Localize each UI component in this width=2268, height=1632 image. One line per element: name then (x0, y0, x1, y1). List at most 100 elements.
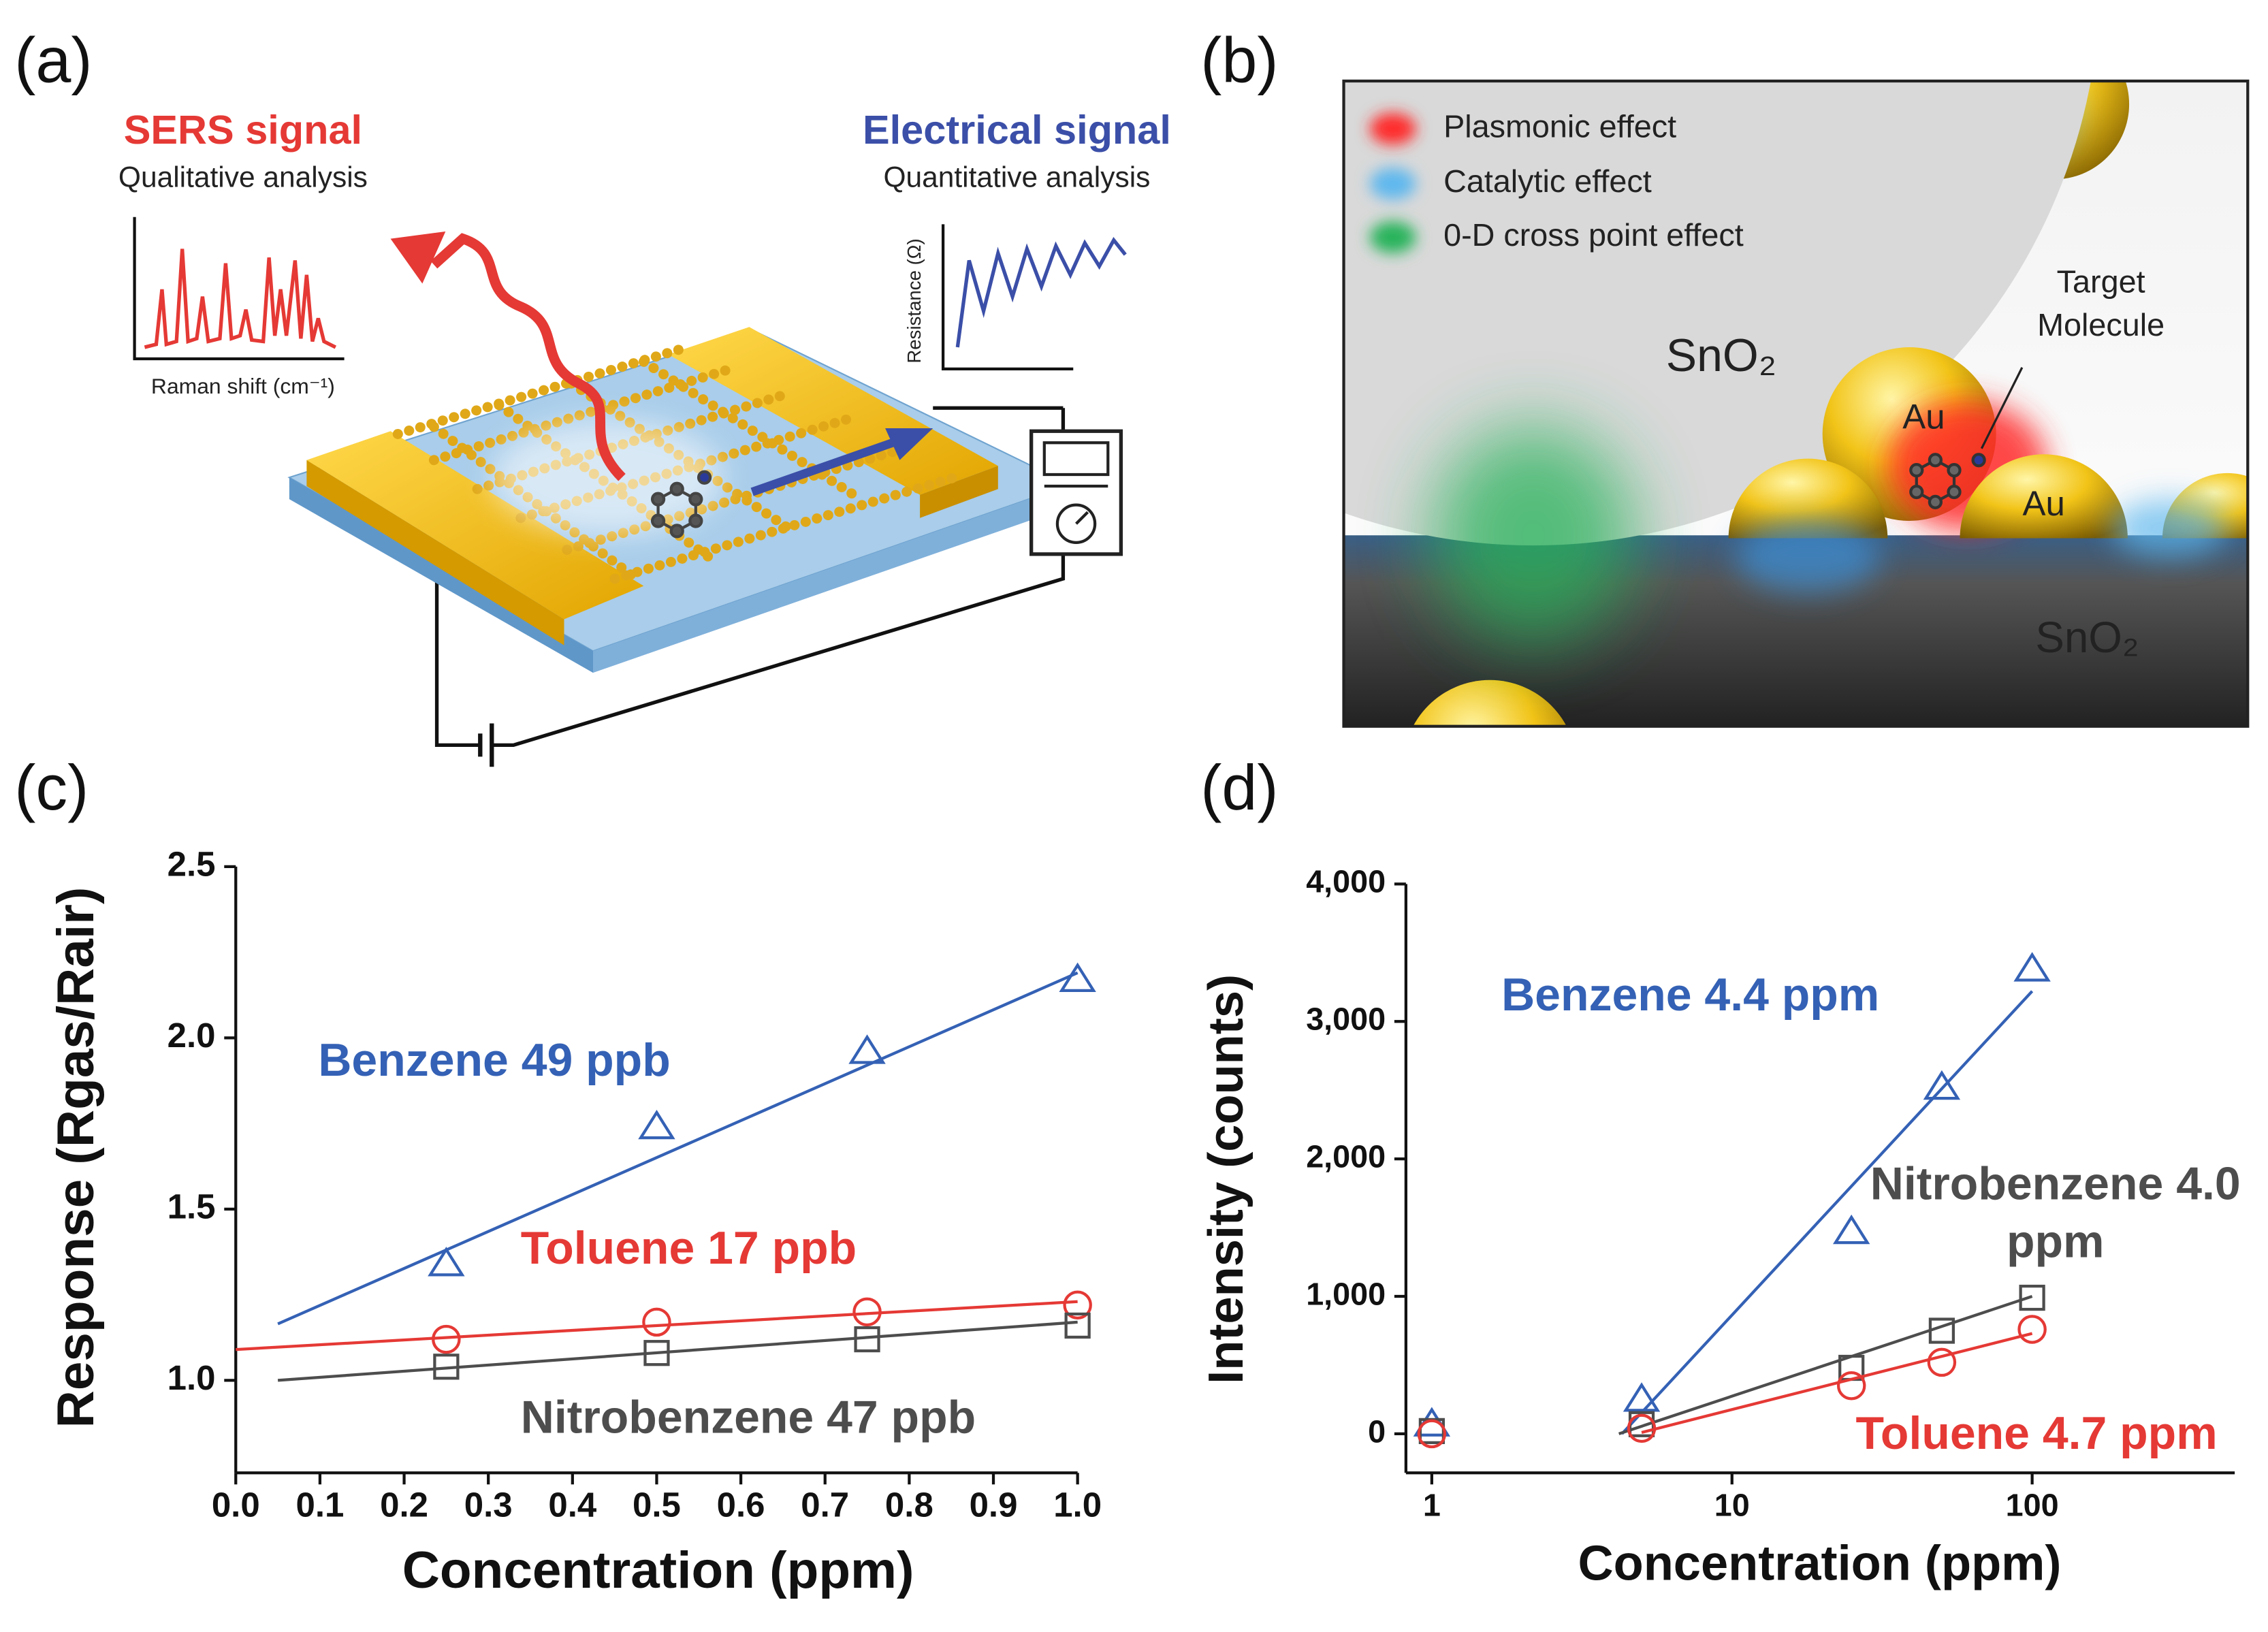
sno2-label: SnO₂ (2035, 613, 2139, 662)
x-tick-label: 1.0 (1053, 1486, 1102, 1524)
panel-frame (1342, 79, 2250, 728)
marker (642, 1307, 671, 1337)
legend-label: 0-D cross point effect (1443, 217, 1744, 253)
y-tick-label: 1,000 (1306, 1276, 1386, 1311)
device-schematic: SERS signal Qualitative analysis Electri… (118, 107, 1171, 767)
fit-line (1618, 1295, 2033, 1435)
resistance-axis-label: Resistance (Ω) (904, 238, 925, 363)
y-tick-label: 3,000 (1306, 1002, 1386, 1037)
x-axis-label: Concentration (ppm) (402, 1541, 914, 1599)
x-tick-label: 0.3 (464, 1486, 513, 1524)
marker (2019, 1284, 2045, 1311)
y-tick-label: 1.0 (167, 1358, 216, 1397)
x-tick-label: 10 (1714, 1488, 1750, 1523)
marker (1923, 1070, 1961, 1100)
y-tick-label: 4,000 (1306, 864, 1386, 899)
y-tick-label: 1.5 (167, 1187, 216, 1226)
x-tick-label: 0.4 (548, 1486, 597, 1524)
marker (854, 1326, 880, 1353)
sno2-label: SnO₂ (1666, 330, 1776, 381)
marker (1064, 1312, 1091, 1339)
wire (492, 554, 1066, 748)
x-tick-label: 0.9 (970, 1486, 1018, 1524)
series-label: Benzene 49 ppb (318, 1034, 670, 1086)
x-tick-label: 0.0 (212, 1486, 260, 1524)
meter-needle (1075, 511, 1089, 525)
series-label: Toluene 17 ppb (521, 1222, 857, 1274)
legend-swatch (1369, 112, 1416, 145)
x-tick-label: 0.5 (633, 1486, 681, 1524)
fit-line (1620, 990, 2034, 1435)
marker (432, 1324, 461, 1354)
y-axis-label: Response (Rgas/Rair) (47, 887, 105, 1428)
x-tick-label: 0.7 (801, 1486, 849, 1524)
x-tick-label: 1 (1423, 1488, 1441, 1523)
target-label-box: Target Molecule (2037, 263, 2165, 343)
resistance-trace (955, 236, 1127, 348)
marker (638, 1109, 675, 1140)
au-particle (1413, 679, 1567, 726)
legend-label: Plasmonic effect (1443, 108, 1676, 144)
sers-arrow (430, 233, 626, 481)
au-particle (1960, 454, 2128, 539)
substrate-edge (289, 477, 593, 673)
fit-line (277, 971, 1079, 1326)
leader-line (1980, 367, 2024, 449)
au-particle (1728, 458, 1888, 539)
y-tick-label: 0 (1368, 1413, 1386, 1449)
sers-title: SERS signal (124, 107, 362, 153)
x-tick-label: 0.1 (296, 1486, 344, 1524)
au-label: Au (2023, 484, 2065, 523)
marker (428, 1247, 465, 1277)
series-label: Benzene 4.4 ppm (1501, 969, 1879, 1021)
electrode (668, 327, 998, 495)
meter-screen (1042, 441, 1110, 477)
mechanism-diagram: Plasmonic effect Catalytic effect 0-D cr… (1342, 79, 2250, 728)
marker (1627, 1413, 1657, 1443)
marker (1063, 1290, 1092, 1320)
arrow-head (885, 428, 933, 460)
marker (1928, 1317, 1955, 1344)
marker (852, 1297, 882, 1327)
marker (1059, 962, 1096, 992)
chart: 1 10 100 0 1,000 2,000 3,000 4,000 Concentration… (1199, 864, 2241, 1591)
glow (492, 419, 724, 536)
y-tick-label: 2,000 (1306, 1138, 1386, 1174)
series-label-box: Nitrobenzene 4.0 ppm (1870, 1157, 2241, 1268)
panel-label: (d) (1200, 752, 1278, 823)
marker (1623, 1382, 1661, 1412)
cross-point-glow (1432, 426, 1635, 644)
series-label: Toluene 4.7 ppm (1855, 1407, 2217, 1459)
x-tick-label: 0.2 (380, 1486, 428, 1524)
catalytic-glow (1736, 521, 1881, 594)
y-tick-label: 2.5 (167, 844, 216, 883)
legend-swatch (1369, 167, 1416, 200)
panel-label: (b) (1200, 24, 1278, 95)
marker (1832, 1214, 1870, 1245)
substrate-edge (592, 484, 1071, 673)
x-tick-label: 0.8 (885, 1486, 933, 1524)
series-label: Nitrobenzene 4.0 ppm (1870, 1157, 2241, 1268)
molecule (650, 470, 712, 539)
chart: 0.0 0.1 0.2 0.3 0.4 0.5 0.6 0.7 0.8 0.9 1.0 1.0 1.5 2… (47, 844, 1102, 1599)
arrow-head (390, 231, 446, 284)
electrical-title: Electrical signal (863, 107, 1171, 153)
panel-label: (a) (14, 24, 92, 95)
marker (1836, 1371, 1866, 1401)
marker (1927, 1347, 1957, 1377)
legend-label: Catalytic effect (1443, 163, 1652, 199)
electrode-edge (306, 460, 564, 645)
au-label: Au (1902, 398, 1945, 436)
y-tick-label: 2.0 (167, 1016, 216, 1055)
marker (2017, 1315, 2047, 1344)
marker (848, 1034, 886, 1064)
molecule (1909, 453, 1986, 509)
electrode (306, 431, 644, 620)
marker (643, 1340, 670, 1366)
electrode-edge (920, 466, 998, 518)
raman-axis-label: Raman shift (cm⁻¹) (151, 374, 335, 398)
target-label: Target Molecule (2037, 263, 2165, 343)
sers-subtitle: Qualitative analysis (118, 162, 368, 194)
